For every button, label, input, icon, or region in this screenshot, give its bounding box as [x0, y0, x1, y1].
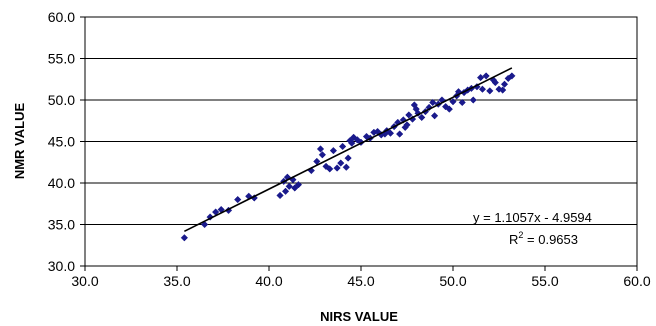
- data-point: [386, 129, 395, 137]
- data-point: [344, 154, 352, 162]
- x-tick-label: 55.0: [531, 273, 558, 289]
- y-tick-label: 35.0: [48, 217, 75, 233]
- data-point: [499, 86, 507, 94]
- data-point: [337, 159, 345, 167]
- y-tick-label: 30.0: [48, 258, 75, 274]
- data-point: [430, 112, 439, 120]
- x-tick-label: 45.0: [347, 273, 374, 289]
- axis-tick-marks: [80, 16, 638, 271]
- data-point: [338, 142, 347, 151]
- data-point: [348, 139, 356, 147]
- data-point: [476, 73, 485, 82]
- data-point: [478, 85, 487, 93]
- data-point: [429, 98, 437, 107]
- data-point: [326, 165, 334, 173]
- y-tick-label: 50.0: [48, 92, 75, 108]
- data-point: [318, 151, 327, 159]
- data-point: [276, 191, 284, 200]
- data-point: [281, 187, 290, 195]
- data-point: [403, 121, 411, 129]
- data-point: [508, 72, 516, 80]
- data-point: [342, 163, 350, 171]
- data-point: [322, 162, 330, 171]
- data-point: [294, 181, 303, 189]
- y-axis-tick-labels: 30.0 35.0 40.0 45.0 50.0 55.0 60.0: [48, 9, 75, 274]
- trendline-equation: y = 1.1057x - 4.9594: [473, 210, 592, 225]
- y-tick-label: 45.0: [48, 134, 75, 150]
- x-tick-label: 50.0: [439, 273, 466, 289]
- data-point: [418, 113, 426, 122]
- y-tick-label: 55.0: [48, 51, 75, 67]
- x-tick-label: 40.0: [255, 273, 282, 289]
- data-point: [458, 98, 466, 107]
- data-point: [395, 130, 404, 138]
- data-point: [285, 182, 293, 190]
- data-point: [449, 98, 457, 106]
- data-point: [234, 195, 242, 204]
- x-axis-tick-labels: 30.0 35.0 40.0 45.0 50.0 55.0 60.0: [71, 273, 650, 289]
- data-point: [405, 111, 413, 119]
- data-point: [333, 164, 341, 172]
- data-point: [445, 105, 453, 113]
- data-point: [291, 184, 299, 192]
- data-point: [316, 145, 325, 153]
- data-point: [486, 87, 494, 95]
- data-points: [180, 72, 516, 242]
- data-point: [491, 78, 499, 87]
- trendline-r-squared: R2 = 0.9653: [509, 230, 578, 247]
- data-point: [425, 103, 433, 112]
- data-point: [353, 136, 361, 144]
- trendline: [184, 67, 513, 233]
- y-tick-label: 60.0: [48, 9, 75, 25]
- x-tick-label: 30.0: [71, 273, 98, 289]
- data-point: [469, 96, 477, 104]
- x-tick-label: 60.0: [623, 273, 650, 289]
- data-point: [500, 80, 509, 88]
- x-axis-title: NIRS VALUE: [320, 309, 398, 324]
- data-point: [482, 72, 490, 80]
- x-tick-label: 35.0: [163, 273, 190, 289]
- data-point: [180, 234, 189, 242]
- y-tick-label: 40.0: [48, 175, 75, 191]
- y-axis-title: NMR VALUE: [12, 103, 27, 180]
- data-point: [329, 146, 338, 155]
